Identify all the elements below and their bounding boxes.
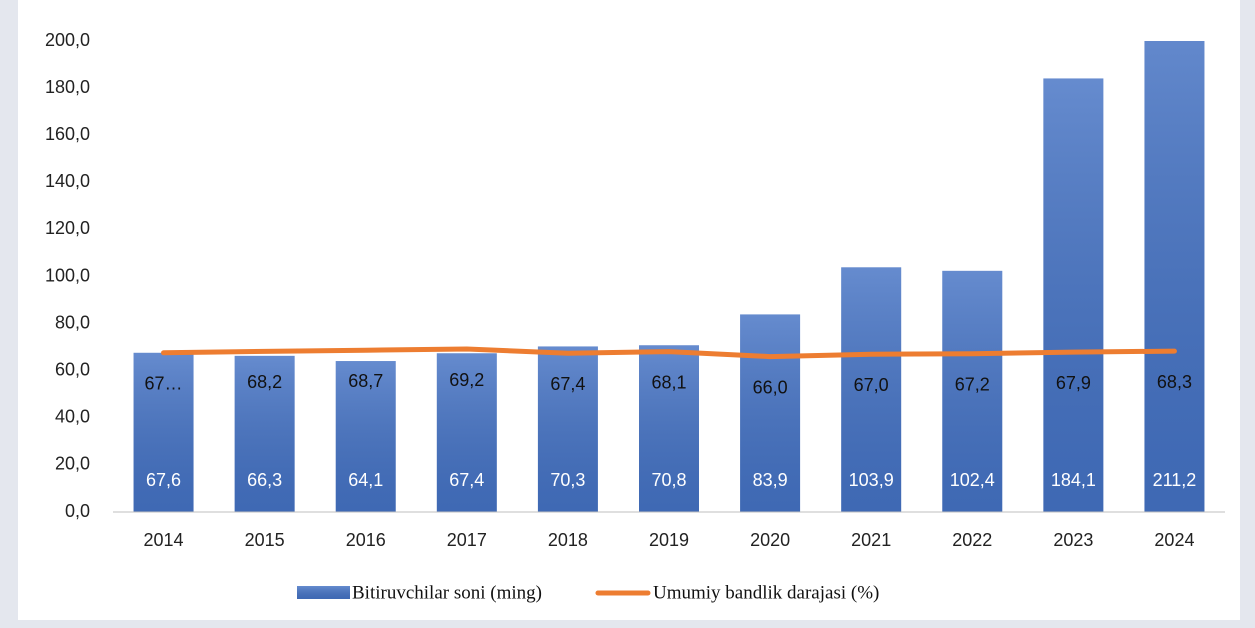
x-tick-label: 2017 bbox=[447, 530, 487, 550]
bar-value-label: 66,3 bbox=[247, 470, 282, 490]
bar-shade bbox=[1144, 41, 1205, 513]
line-value-label: 67,0 bbox=[854, 375, 889, 395]
x-tick-label: 2016 bbox=[346, 530, 386, 550]
line-value-label: 68,7 bbox=[348, 371, 383, 391]
bar-shade bbox=[639, 345, 699, 512]
x-tick-label: 2024 bbox=[1154, 530, 1194, 550]
bar-value-label: 184,1 bbox=[1051, 470, 1096, 490]
bar-shade bbox=[942, 270, 1003, 512]
y-tick-label: 80,0 bbox=[55, 312, 90, 332]
line-value-label: 67,2 bbox=[955, 374, 990, 394]
line-value-label: 66,0 bbox=[753, 377, 788, 397]
y-tick-label: 0,0 bbox=[65, 501, 90, 521]
line bbox=[161, 346, 1177, 360]
line-value-label: 67… bbox=[145, 374, 183, 394]
data-labels: 67,6 66,3 64,1 67,4 70,3 70,8 83,9 103,9 102,4 18… bbox=[145, 370, 1197, 490]
bar-shade bbox=[335, 361, 396, 512]
plot-area bbox=[133, 41, 1205, 513]
y-tick-label: 20,0 bbox=[55, 454, 90, 474]
bar-value-label: 102,4 bbox=[950, 470, 995, 490]
bar-value-label: 67,4 bbox=[449, 470, 484, 490]
x-tick-label: 2020 bbox=[750, 530, 790, 550]
x-tick-label: 2015 bbox=[245, 530, 285, 550]
line-value-label: 68,3 bbox=[1157, 372, 1192, 392]
bar-shade bbox=[537, 346, 598, 512]
y-tick-label: 60,0 bbox=[55, 359, 90, 379]
bar-value-label: 64,1 bbox=[348, 470, 383, 490]
x-tick-label: 2023 bbox=[1053, 530, 1093, 550]
y-tick-label: 180,0 bbox=[45, 77, 90, 97]
bar-value-label: 70,8 bbox=[651, 470, 686, 490]
legend-label: Bitiruvchilar soni (ming) bbox=[352, 582, 542, 603]
bar-value-label: 103,9 bbox=[849, 470, 894, 490]
line-value-label: 67,9 bbox=[1056, 373, 1091, 393]
x-tick-label: 2021 bbox=[851, 530, 891, 550]
y-tick-label: 140,0 bbox=[45, 171, 90, 191]
y-tick-label: 40,0 bbox=[55, 407, 90, 427]
x-tick-label: 2018 bbox=[548, 530, 588, 550]
line-value-label: 69,2 bbox=[449, 370, 484, 390]
x-tick-label: 2014 bbox=[144, 530, 184, 550]
bar-value-label: 211,2 bbox=[1153, 470, 1197, 490]
x-tick-label: 2022 bbox=[952, 530, 992, 550]
bar-shade bbox=[1043, 78, 1104, 512]
y-tick-label: 160,0 bbox=[45, 124, 90, 144]
bar-shade bbox=[740, 314, 801, 512]
bar-shade bbox=[841, 267, 902, 512]
y-tick-label: 200,0 bbox=[45, 30, 90, 50]
line-value-label: 67,4 bbox=[550, 374, 585, 394]
line-value-label: 68,1 bbox=[651, 372, 686, 392]
bar-shade bbox=[436, 353, 497, 512]
bar-value-label: 67,6 bbox=[146, 470, 181, 490]
legend-label: Umumiy bandlik darajasi (%) bbox=[653, 582, 879, 603]
bar-shade bbox=[234, 355, 295, 512]
y-tick-label: 120,0 bbox=[45, 218, 90, 238]
bar-value-label: 70,3 bbox=[550, 470, 585, 490]
legend-swatch-shade bbox=[297, 586, 350, 599]
bar-value-label: 83,9 bbox=[753, 470, 788, 490]
chart-area bbox=[18, 0, 1240, 620]
x-tick-label: 2019 bbox=[649, 530, 689, 550]
y-tick-label: 100,0 bbox=[45, 265, 90, 285]
line-value-label: 68,2 bbox=[247, 372, 282, 392]
bar-shade bbox=[133, 352, 194, 512]
